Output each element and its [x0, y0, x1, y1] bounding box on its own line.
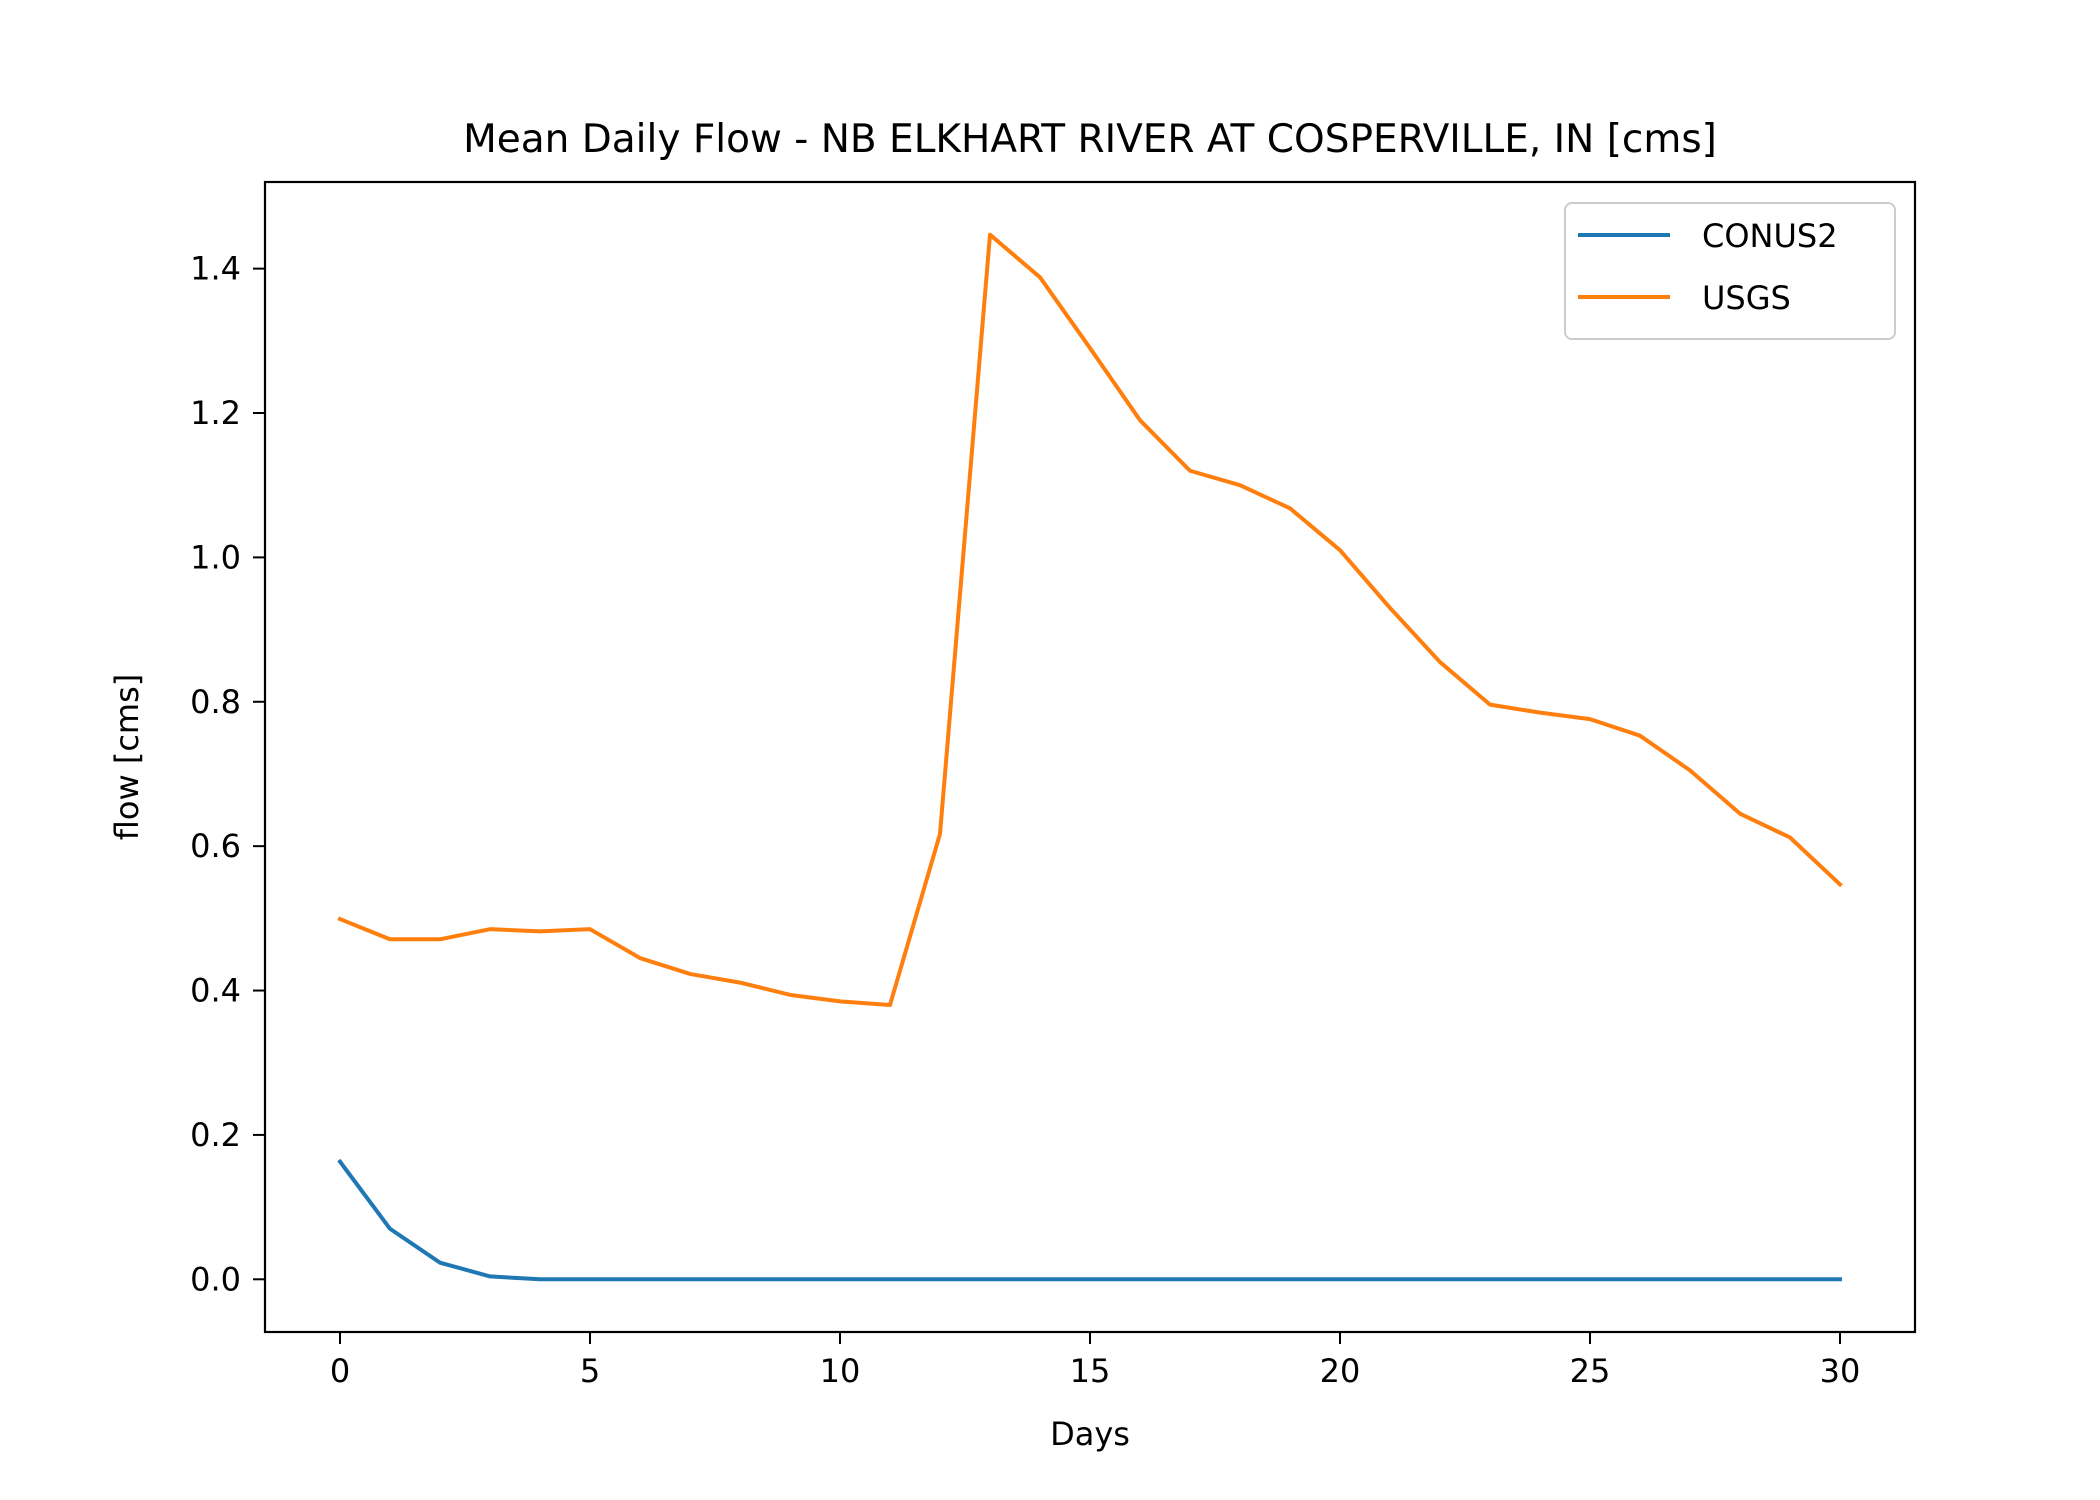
series-line-conus2 — [337, 1158, 1842, 1282]
legend: CONUS2 USGS — [1564, 202, 1896, 340]
x-tick-label: 15 — [1070, 1352, 1111, 1390]
x-tick-label: 30 — [1820, 1352, 1861, 1390]
y-tick-label: 1.2 — [190, 394, 241, 432]
x-tick-label: 25 — [1570, 1352, 1611, 1390]
x-axis-ticks: 0 5 10 15 20 25 30 — [330, 1332, 1861, 1390]
x-tick-label: 20 — [1320, 1352, 1361, 1390]
y-tick-label: 0.8 — [190, 683, 241, 721]
x-axis-label: Days — [1050, 1415, 1130, 1453]
y-tick-label: 0.0 — [190, 1260, 241, 1298]
series-layer — [337, 232, 1843, 1282]
chart-title: Mean Daily Flow - NB ELKHART RIVER AT CO… — [463, 117, 1717, 162]
x-tick-label: 10 — [820, 1352, 861, 1390]
y-axis-ticks: 0.0 0.2 0.4 0.6 0.8 1.0 1.2 1.4 — [190, 250, 265, 1298]
y-axis-label: flow [cms] — [108, 674, 146, 840]
legend-label-conus2: CONUS2 — [1702, 217, 1838, 255]
y-tick-label: 1.4 — [190, 250, 241, 288]
y-tick-label: 0.2 — [190, 1116, 241, 1154]
x-tick-label: 0 — [330, 1352, 350, 1390]
y-tick-label: 0.4 — [190, 972, 241, 1010]
legend-label-usgs: USGS — [1702, 279, 1791, 317]
series-line-usgs — [337, 232, 1843, 1007]
y-tick-label: 0.6 — [190, 827, 241, 865]
y-tick-label: 1.0 — [190, 538, 241, 576]
x-tick-label: 5 — [580, 1352, 600, 1390]
